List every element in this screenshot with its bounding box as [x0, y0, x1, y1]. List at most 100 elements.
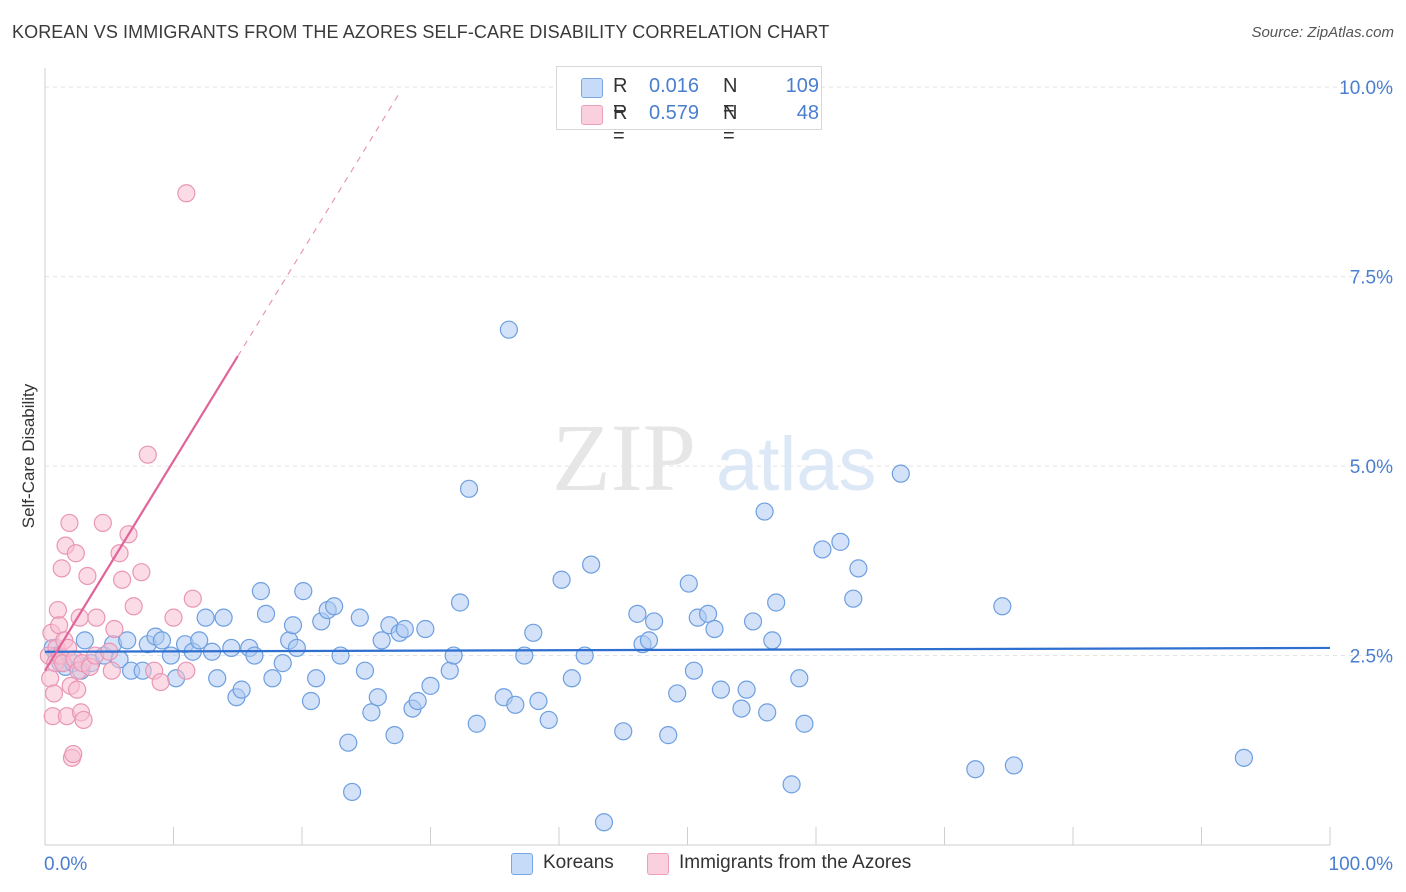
azores-point: [64, 744, 83, 764]
azores-point: [177, 184, 196, 203]
azores-point: [124, 597, 143, 616]
y-tick-label: 7.5%: [1350, 268, 1393, 289]
korean-point: [594, 813, 614, 832]
korean-point: [705, 619, 724, 639]
korean-point: [208, 669, 227, 688]
korean-point: [421, 676, 440, 695]
azores-point: [66, 544, 85, 563]
y-axis-label: Self-Care Disability: [19, 383, 38, 528]
azores-trend-line: [44, 355, 239, 672]
stats-legend: R = 0.016 N = 109 R = 0.579 N = 48: [556, 66, 822, 147]
korean-point: [416, 619, 435, 639]
korean-point: [294, 582, 313, 601]
korean-point: [795, 714, 814, 733]
azores-r-value: 0.579: [649, 102, 700, 124]
korean-point: [644, 612, 664, 631]
korean-r-label: R =: [613, 75, 628, 120]
korean-point: [844, 589, 863, 608]
azores-point: [48, 600, 67, 620]
korean-point: [256, 604, 276, 623]
korean-point: [849, 559, 868, 578]
korean-point: [993, 597, 1012, 616]
korean-point: [1234, 748, 1254, 767]
korean-point: [372, 631, 391, 650]
azores-point: [60, 513, 79, 533]
korean-point: [582, 555, 601, 574]
korean-point: [152, 631, 172, 650]
azores-legend-swatch: [647, 853, 669, 875]
y-tick-labels: 2.5% 5.0% 7.5% 10.0%: [1339, 78, 1393, 667]
korean-point: [562, 669, 581, 688]
azores-trend-extension: [237, 94, 399, 357]
korean-point: [325, 597, 344, 616]
korean-point: [782, 775, 801, 794]
korean-point: [506, 695, 525, 714]
korean-point: [737, 680, 756, 699]
azores-point: [102, 661, 121, 680]
azores-swatch: [581, 105, 603, 125]
korean-point: [767, 593, 786, 612]
korean-point: [755, 502, 774, 521]
azores-point: [50, 616, 69, 635]
korean-point: [763, 631, 782, 650]
korean-point: [385, 726, 404, 745]
korean-point: [343, 782, 362, 802]
y-tick-label: 2.5%: [1350, 647, 1393, 668]
korean-point: [232, 680, 251, 699]
korean-n-label: N =: [723, 75, 738, 120]
korean-point: [395, 619, 414, 639]
korean-point: [831, 532, 850, 551]
korean-point: [368, 688, 387, 707]
azores-point: [78, 566, 97, 586]
korean-point: [118, 631, 137, 650]
azores-legend-label: Immigrants from the Azores: [679, 852, 912, 873]
korean-point: [698, 604, 718, 623]
korean-point: [287, 638, 306, 658]
korean-point: [679, 574, 698, 593]
azores-point: [151, 672, 170, 692]
korean-point: [450, 593, 470, 612]
korean-point: [524, 623, 543, 642]
azores-r-label: R =: [613, 102, 628, 147]
korean-n-value: 109: [785, 75, 819, 97]
korean-r-value: 0.016: [649, 75, 700, 97]
korean-point: [628, 604, 647, 623]
korean-point: [362, 703, 381, 722]
azores-point: [87, 608, 106, 627]
korean-point: [350, 608, 369, 627]
korean-point: [196, 608, 215, 627]
azores-point: [138, 445, 157, 464]
azores-point: [132, 563, 151, 582]
korean-point: [263, 669, 282, 688]
azores-point: [41, 669, 60, 688]
korean-point: [273, 654, 292, 673]
korean-point: [440, 661, 459, 680]
korean-point: [245, 646, 264, 665]
korean-point: [214, 608, 233, 627]
korean-points: [43, 320, 1254, 832]
korean-point: [222, 638, 241, 658]
korean-point: [639, 631, 659, 650]
korean-point: [732, 699, 751, 718]
azores-point: [105, 619, 124, 639]
x-tick-labels: 0.0% 100.0%: [44, 854, 1393, 875]
korean-point: [539, 710, 558, 730]
korean-point: [161, 646, 181, 665]
x-tick-label-min: 0.0%: [44, 854, 87, 875]
x-axis-ticks: [44, 827, 1331, 845]
korean-point: [529, 691, 548, 711]
korean-point: [813, 540, 832, 559]
azores-n-value: 48: [796, 102, 819, 124]
korean-point: [283, 616, 303, 635]
korean-point: [499, 320, 518, 339]
korean-point: [575, 646, 594, 665]
azores-point: [74, 710, 93, 730]
korean-point: [891, 464, 910, 483]
koreans-legend-swatch: [511, 853, 533, 875]
korean-swatch: [581, 78, 603, 98]
korean-point: [668, 684, 687, 703]
x-tick-label-max: 100.0%: [1329, 854, 1394, 875]
korean-point: [251, 582, 270, 601]
korean-point: [190, 631, 209, 650]
